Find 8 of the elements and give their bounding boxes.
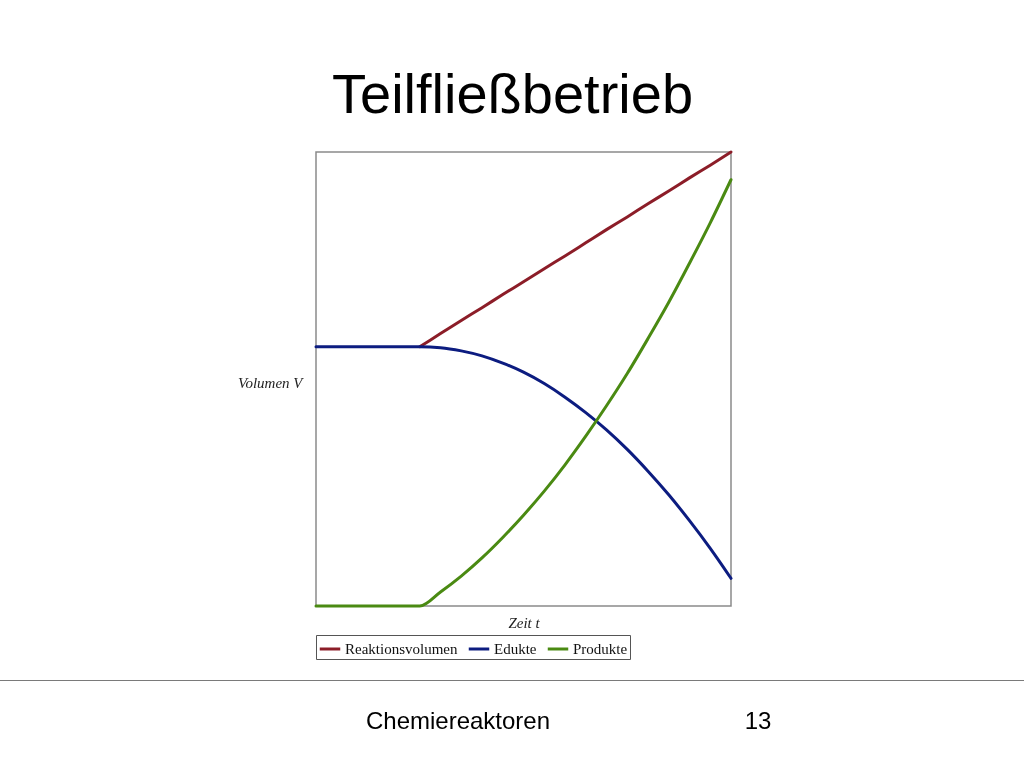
x-axis-title: Zeit t <box>508 614 541 631</box>
legend-label: Produkte <box>573 641 628 657</box>
legend-label: Reaktionsvolumen <box>345 641 458 657</box>
text: 13 <box>744 707 772 735</box>
y-axis-title: Volumen V <box>237 374 305 391</box>
text: Chemiereaktoren <box>365 707 551 735</box>
legend-label: Edukte <box>494 641 537 657</box>
chart-title: Teilfließbetrieb <box>331 61 694 125</box>
